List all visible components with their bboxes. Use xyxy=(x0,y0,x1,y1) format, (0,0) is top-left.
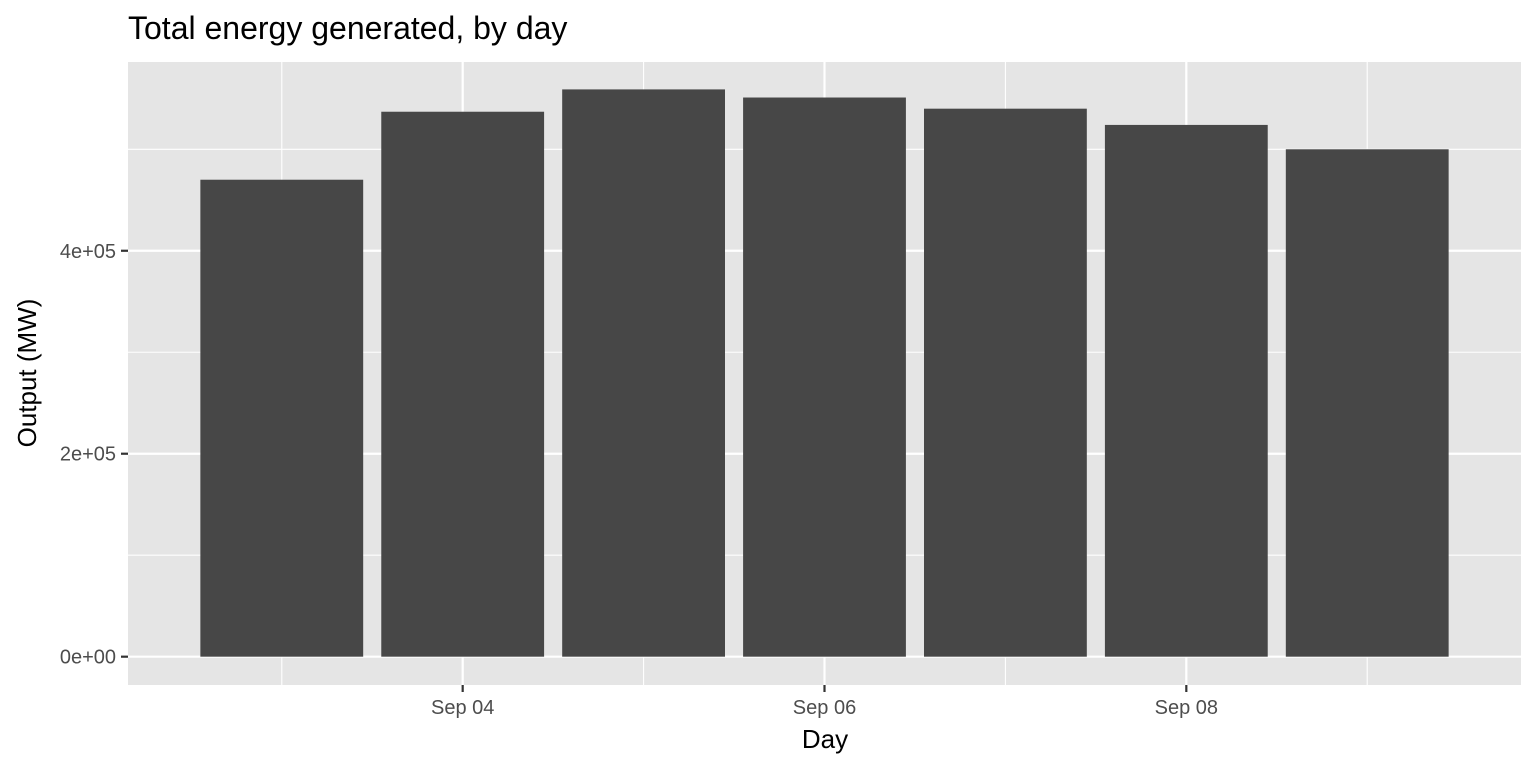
y-tick-label: 2e+05 xyxy=(60,444,116,466)
y-tick-label: 0e+00 xyxy=(60,647,116,669)
x-tick-label: Sep 04 xyxy=(431,697,494,719)
y-axis-title: Output (MW) xyxy=(12,299,42,448)
bars xyxy=(200,89,1449,657)
bar xyxy=(743,97,906,657)
bar xyxy=(1285,149,1449,657)
chart-title: Total energy generated, by day xyxy=(128,10,567,46)
y-axis: 0e+00 2e+05 4e+05 xyxy=(60,241,128,669)
x-axis-title: Day xyxy=(802,724,848,754)
bar xyxy=(381,111,545,657)
bar xyxy=(924,108,1087,657)
x-tick-label: Sep 06 xyxy=(793,697,856,719)
y-tick-label: 4e+05 xyxy=(60,241,116,263)
x-axis: Sep 04 Sep 06 Sep 08 xyxy=(431,685,1218,719)
bar xyxy=(562,89,725,657)
bar xyxy=(200,179,364,657)
bar xyxy=(1104,124,1268,657)
x-tick-label: Sep 08 xyxy=(1155,697,1218,719)
